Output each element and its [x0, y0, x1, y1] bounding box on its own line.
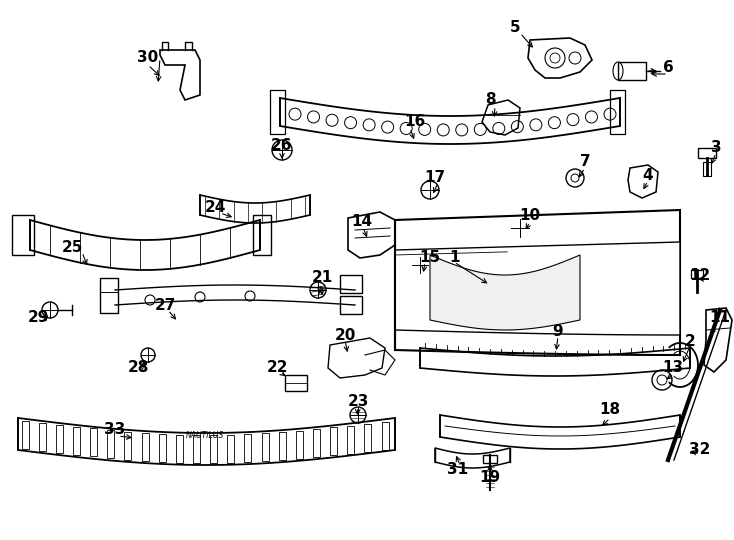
Bar: [340, 275, 362, 293]
Text: 21: 21: [311, 271, 333, 286]
Text: 16: 16: [404, 114, 426, 130]
Bar: [100, 278, 118, 292]
Polygon shape: [430, 255, 580, 330]
Bar: [39, 423, 46, 451]
Text: 29: 29: [27, 310, 48, 326]
Bar: [193, 435, 200, 463]
Text: 7: 7: [580, 154, 590, 170]
Bar: [253, 215, 271, 255]
Polygon shape: [395, 210, 680, 355]
Text: 28: 28: [127, 361, 149, 375]
Text: 17: 17: [424, 171, 446, 186]
Text: NAUTILUS: NAUTILUS: [186, 430, 224, 440]
Bar: [159, 434, 166, 462]
Bar: [210, 435, 217, 463]
Text: 13: 13: [663, 361, 683, 375]
Text: 15: 15: [419, 251, 440, 266]
Text: 14: 14: [352, 214, 373, 230]
Bar: [698, 148, 716, 158]
Text: 24: 24: [204, 200, 225, 215]
Bar: [175, 435, 183, 462]
Text: 20: 20: [334, 327, 356, 342]
Bar: [364, 423, 371, 451]
Bar: [279, 432, 286, 460]
Bar: [100, 278, 118, 313]
Text: 18: 18: [600, 402, 620, 417]
Text: 30: 30: [137, 51, 159, 65]
Text: 8: 8: [484, 92, 495, 107]
Bar: [124, 432, 131, 460]
Text: 12: 12: [689, 267, 711, 282]
Text: 6: 6: [663, 60, 673, 76]
Text: 10: 10: [520, 207, 540, 222]
Text: 27: 27: [154, 298, 175, 313]
Text: 11: 11: [710, 310, 730, 326]
Text: 33: 33: [104, 422, 126, 437]
Bar: [244, 434, 251, 462]
Bar: [618, 62, 646, 80]
Text: 3: 3: [711, 140, 722, 156]
Bar: [340, 296, 362, 314]
Text: 25: 25: [62, 240, 83, 255]
Text: 5: 5: [509, 21, 520, 36]
Text: 1: 1: [450, 251, 460, 266]
Bar: [228, 435, 234, 463]
Bar: [703, 162, 711, 176]
Text: 4: 4: [643, 167, 653, 183]
Text: 32: 32: [689, 442, 711, 457]
Bar: [73, 427, 80, 455]
Bar: [347, 426, 355, 454]
Bar: [107, 430, 115, 458]
Bar: [382, 422, 388, 450]
Text: 22: 22: [267, 361, 288, 375]
Bar: [90, 428, 97, 456]
Bar: [21, 421, 29, 449]
Text: 9: 9: [553, 325, 563, 340]
Polygon shape: [395, 242, 680, 335]
Bar: [142, 433, 148, 461]
Bar: [261, 434, 269, 462]
Bar: [313, 429, 320, 457]
Text: 31: 31: [448, 462, 468, 477]
Bar: [610, 90, 625, 134]
Text: 23: 23: [347, 395, 368, 409]
Bar: [296, 431, 303, 459]
Bar: [56, 424, 63, 453]
Text: 2: 2: [685, 334, 695, 349]
Bar: [691, 270, 703, 278]
Bar: [330, 428, 337, 455]
Text: 19: 19: [479, 470, 501, 485]
Bar: [483, 455, 497, 463]
Text: 26: 26: [272, 138, 293, 152]
Bar: [285, 375, 307, 391]
Bar: [270, 90, 285, 134]
